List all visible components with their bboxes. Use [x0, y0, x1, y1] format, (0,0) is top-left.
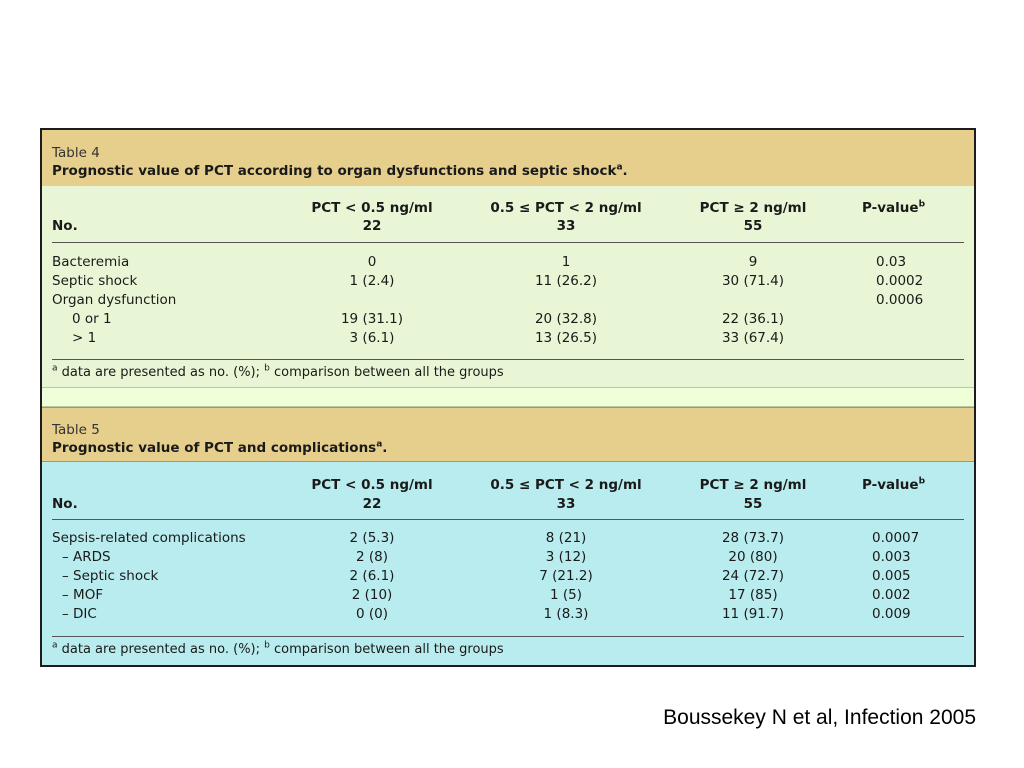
- table5-col3-header: PCT ≥ 2 ng/ml: [699, 477, 807, 493]
- row-cell: 8 (21): [545, 530, 587, 546]
- row-cell: 1 (2.4): [349, 273, 395, 289]
- row-cell: 2 (5.3): [349, 530, 395, 546]
- table4-footer-rule: [52, 359, 964, 360]
- table5-col2-header: 0.5 ≤ PCT < 2 ng/ml: [490, 477, 642, 493]
- table5-col1-header: PCT < 0.5 ng/ml: [311, 477, 433, 493]
- table4-col2-header: 0.5 ≤ PCT < 2 ng/ml: [490, 200, 642, 216]
- row-cell: 17 (85): [728, 587, 778, 603]
- row-pvalue: 0.009: [872, 606, 911, 622]
- table4-header-rule: [52, 242, 964, 243]
- row-cell: 11 (91.7): [721, 606, 785, 622]
- table4-footnote: a data are presented as no. (%); b compa…: [52, 363, 504, 380]
- row-cell: 28 (73.7): [721, 530, 785, 546]
- row-cell: 24 (72.7): [721, 568, 785, 584]
- table4-col1-header: PCT < 0.5 ng/ml: [311, 200, 433, 216]
- table4-body-band: [42, 186, 974, 387]
- row-pvalue: 0.03: [876, 254, 907, 270]
- row-cell: 3 (6.1): [349, 330, 395, 346]
- row-cell: 1 (5): [549, 587, 583, 603]
- row-cell: 7 (21.2): [539, 568, 593, 584]
- row-label: – DIC: [62, 606, 97, 622]
- table4-n1: 22: [362, 218, 382, 234]
- table5-label: Table 5: [52, 422, 100, 438]
- row-label: > 1: [72, 330, 97, 346]
- table-gap-band: [42, 387, 974, 407]
- row-pvalue: 0.003: [872, 549, 911, 565]
- table5-body-band: [42, 462, 974, 665]
- row-cell: 2 (8): [355, 549, 389, 565]
- row-pvalue: 0.0002: [876, 273, 924, 289]
- row-cell: 1 (8.3): [543, 606, 589, 622]
- tables-frame: Table 4 Prognostic value of PCT accordin…: [40, 128, 976, 667]
- table5-footer-rule: [52, 636, 964, 637]
- row-label: Organ dysfunction: [52, 292, 177, 308]
- row-pvalue: 0.002: [872, 587, 911, 603]
- row-label: Bacteremia: [52, 254, 130, 270]
- row-label: – Septic shock: [62, 568, 159, 584]
- row-cell: 3 (12): [545, 549, 587, 565]
- row-cell: 1: [561, 254, 571, 270]
- row-pvalue: 0.0006: [876, 292, 924, 308]
- row-cell: 20 (80): [728, 549, 778, 565]
- table5-n1: 22: [362, 496, 382, 512]
- row-cell: 30 (71.4): [721, 273, 785, 289]
- table5-n2: 33: [556, 496, 576, 512]
- row-cell: 2 (10): [351, 587, 393, 603]
- table5-caption: Prognostic value of PCT and complication…: [52, 439, 388, 456]
- row-label: Septic shock: [52, 273, 138, 289]
- row-cell: 22 (36.1): [721, 311, 785, 327]
- table4-rowhead: No.: [52, 218, 78, 234]
- row-cell: 19 (31.1): [340, 311, 404, 327]
- row-cell: 11 (26.2): [534, 273, 598, 289]
- table5-header-rule: [52, 519, 964, 520]
- row-pvalue: 0.0007: [872, 530, 920, 546]
- citation-text: Boussekey N et al, Infection 2005: [663, 706, 976, 729]
- row-label: – MOF: [62, 587, 104, 603]
- row-cell: 33 (67.4): [721, 330, 785, 346]
- row-pvalue: 0.005: [872, 568, 911, 584]
- table5-header-band: [42, 407, 974, 462]
- row-label: – ARDS: [62, 549, 111, 565]
- table4-n3: 55: [743, 218, 763, 234]
- table4-caption: Prognostic value of PCT according to org…: [52, 162, 628, 179]
- row-cell: 20 (32.8): [534, 311, 598, 327]
- table5-footnote: a data are presented as no. (%); b compa…: [52, 640, 504, 657]
- table4-n2: 33: [556, 218, 576, 234]
- row-cell: 9: [748, 254, 758, 270]
- table5-n3: 55: [743, 496, 763, 512]
- table4-col3-header: PCT ≥ 2 ng/ml: [699, 200, 807, 216]
- row-cell: 13 (26.5): [534, 330, 598, 346]
- table4-label: Table 4: [52, 145, 100, 161]
- row-cell: 2 (6.1): [349, 568, 395, 584]
- table5-col4-header: P-valueb: [862, 476, 926, 493]
- row-cell: 0 (0): [355, 606, 389, 622]
- row-label: Sepsis-related complications: [52, 530, 246, 546]
- row-label: 0 or 1: [72, 311, 112, 327]
- table5-rowhead: No.: [52, 496, 78, 512]
- row-cell: 0: [367, 254, 377, 270]
- table4-col4-header: P-valueb: [862, 199, 926, 216]
